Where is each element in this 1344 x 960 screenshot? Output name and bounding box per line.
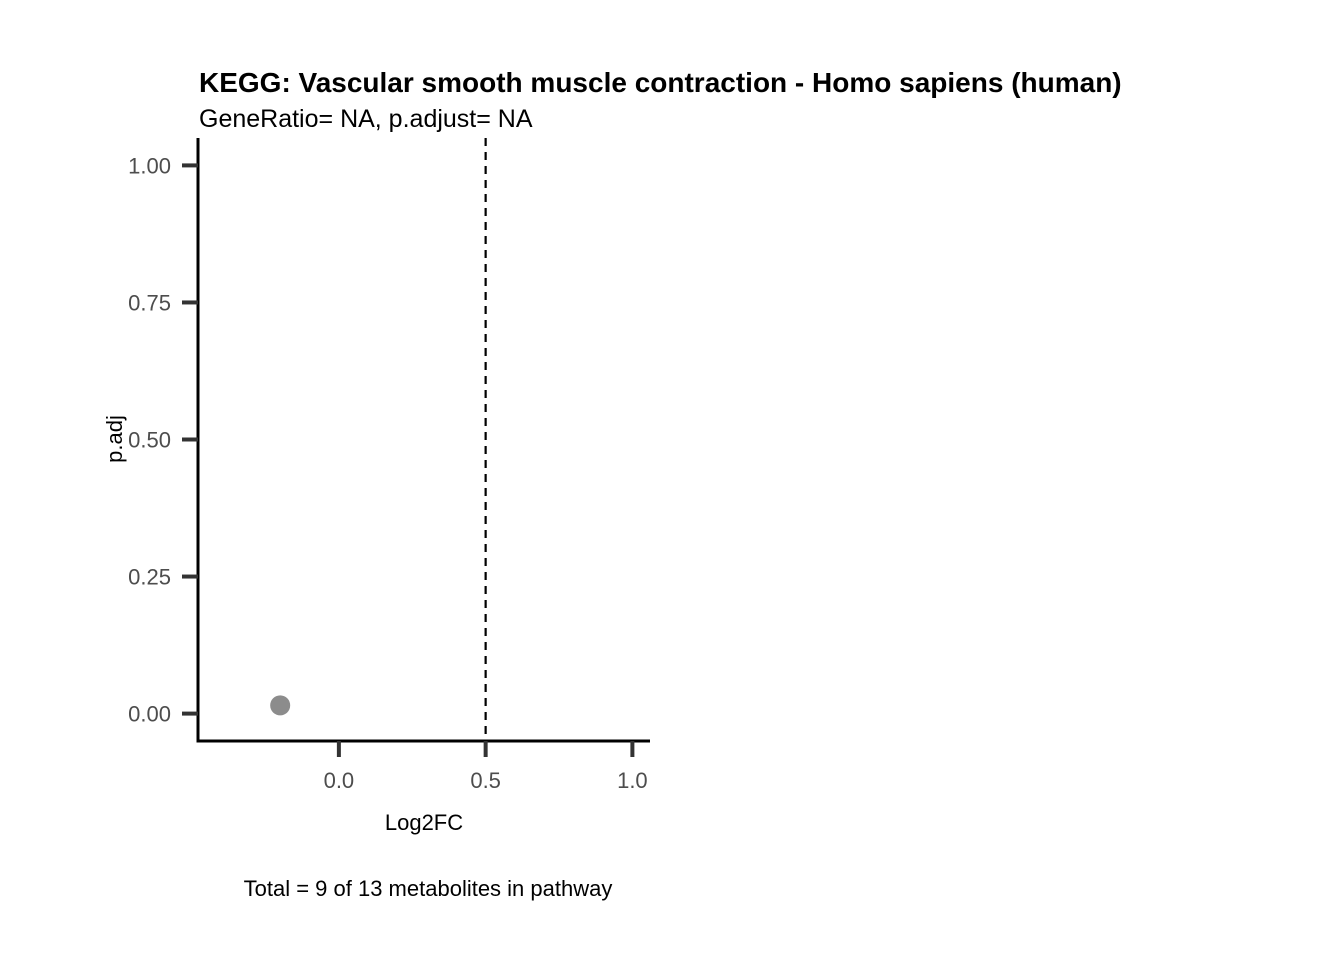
plot-area: 0.00 0.25 0.50 0.75 1.00 0.0 0.5 1.0 <box>128 138 650 793</box>
x-tick-label: 0.5 <box>470 768 501 793</box>
x-tick-label: 1.0 <box>617 768 648 793</box>
chart-caption: Total = 9 of 13 metabolites in pathway <box>244 876 613 901</box>
y-tick-label: 0.50 <box>128 428 171 453</box>
data-point <box>270 695 291 716</box>
x-axis-title: Log2FC <box>385 810 463 835</box>
chart-title: KEGG: Vascular smooth muscle contraction… <box>199 67 1122 98</box>
y-axis-title: p.adj <box>102 415 127 463</box>
y-tick-label: 0.75 <box>128 290 171 315</box>
y-tick-label: 0.25 <box>128 565 171 590</box>
y-tick-label: 0.00 <box>128 702 171 727</box>
x-tick-label: 0.0 <box>324 768 355 793</box>
chart-subtitle: GeneRatio= NA, p.adjust= NA <box>199 105 533 133</box>
y-tick-label: 1.00 <box>128 153 171 178</box>
